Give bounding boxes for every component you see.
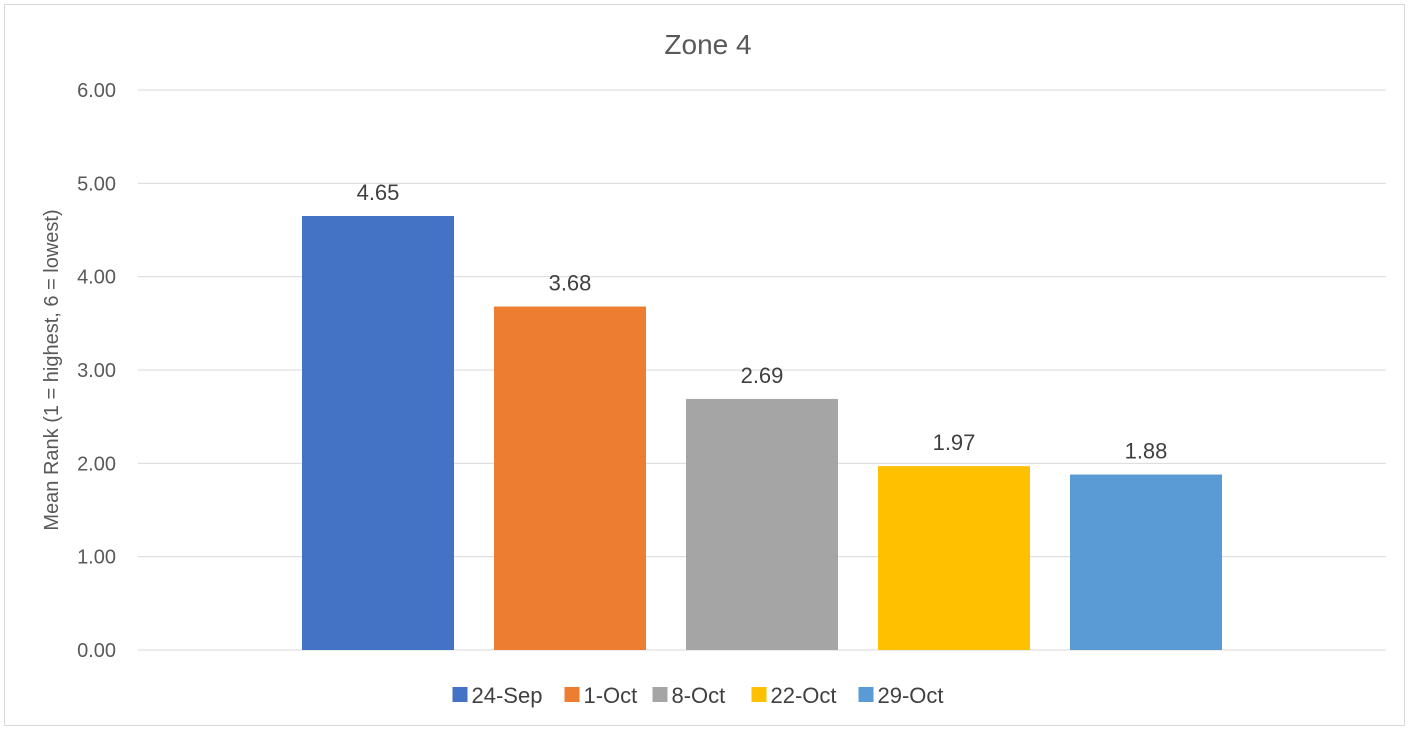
bar-24-Sep [302, 216, 454, 650]
legend-swatch [652, 687, 668, 702]
legend-label: 8-Oct [672, 683, 726, 708]
data-label: 4.65 [357, 180, 400, 205]
data-label: 3.68 [549, 271, 592, 296]
y-tick-label: 6.00 [77, 80, 116, 102]
y-axis-label: Mean Rank (1 = highest, 6 = lowest) [41, 209, 63, 530]
legend-swatch [452, 687, 468, 702]
legend-label: 24-Sep [472, 683, 543, 708]
bar-8-Oct [686, 398, 838, 650]
data-labels: 4.65 3.68 2.69 1.97 1.88 [357, 180, 1168, 464]
y-tick-label: 4.00 [77, 267, 116, 289]
legend-swatch [858, 687, 874, 702]
bar-29-Oct [1070, 474, 1222, 650]
data-label: 1.88 [1125, 439, 1168, 464]
y-tick-label: 2.00 [77, 453, 116, 475]
data-label: 1.97 [933, 430, 976, 455]
y-tick-labels: 0.00 1.00 2.00 3.00 4.00 5.00 6.00 [77, 80, 116, 662]
legend-swatch [564, 687, 580, 702]
bars [302, 216, 1222, 650]
legend-label: 22-Oct [771, 683, 837, 708]
y-tick-label: 3.00 [77, 360, 116, 382]
data-label: 2.69 [741, 363, 784, 388]
legend-label: 29-Oct [878, 683, 944, 708]
bar-22-Oct [878, 466, 1030, 650]
legend-swatch [751, 687, 767, 702]
legend-label: 1-Oct [584, 683, 638, 708]
chart-title: Zone 4 [664, 29, 751, 60]
y-tick-label: 1.00 [77, 547, 116, 569]
y-tick-label: 5.00 [77, 173, 116, 195]
y-tick-label: 0.00 [77, 640, 116, 662]
bar-1-Oct [494, 306, 646, 650]
legend: 24-Sep 1-Oct 8-Oct 22-Oct 29-Oct [452, 683, 944, 708]
